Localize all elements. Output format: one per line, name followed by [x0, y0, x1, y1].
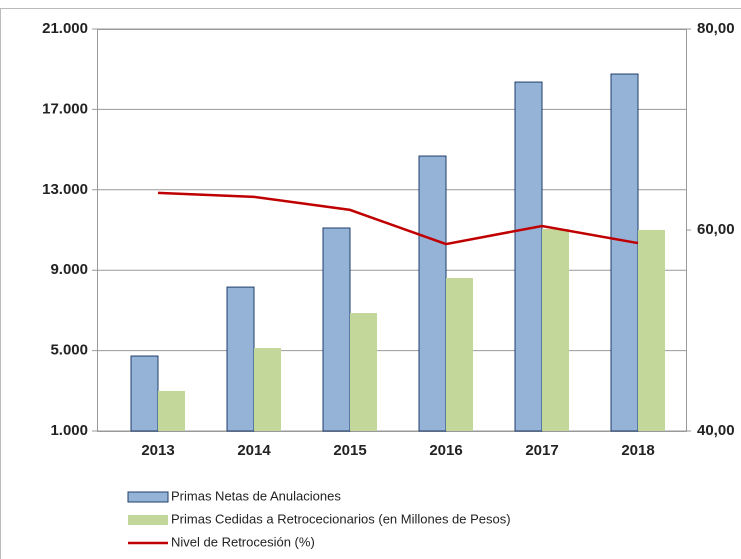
- x-tick-label: 2013: [141, 442, 174, 459]
- legend-swatch: [127, 491, 169, 503]
- legend-swatch: [128, 515, 168, 525]
- bar: [322, 227, 351, 432]
- y-tick-label: 9.000: [50, 261, 88, 278]
- y-tick-label: 5.000: [50, 342, 88, 359]
- y-tick-label: 1.000: [50, 422, 88, 439]
- bar: [514, 81, 543, 432]
- legend-label: Nivel de Retrocesión (%): [171, 534, 315, 549]
- bar: [130, 355, 159, 432]
- y2-tick-label: 40,00: [697, 422, 735, 439]
- y-tick-label: 13.000: [42, 181, 88, 198]
- x-tick-label: 2018: [621, 442, 654, 459]
- line-series: [157, 191, 639, 246]
- x-tick-label: 2014: [237, 442, 271, 459]
- bar: [446, 278, 473, 431]
- plot-frame: [97, 29, 687, 432]
- y-tick-label: 21.000: [42, 20, 88, 37]
- bar: [226, 286, 255, 432]
- bar: [418, 155, 447, 432]
- x-tick-label: 2017: [525, 442, 558, 459]
- x-tick-label: 2016: [429, 442, 462, 459]
- chart-frame: [0, 8, 741, 559]
- legend-label: Primas Netas de Anulaciones: [171, 488, 341, 503]
- y2-tick-label: 60,00: [697, 221, 735, 238]
- y2-tick-label: 80,00: [697, 20, 735, 37]
- bar: [350, 313, 377, 431]
- x-tick-label: 2015: [333, 442, 366, 459]
- legend-label: Primas Cedidas a Retrocecionarios (en Mi…: [171, 511, 511, 526]
- bar: [610, 73, 639, 432]
- bar: [638, 230, 665, 431]
- bar: [254, 347, 281, 431]
- bar: [158, 391, 185, 431]
- bar: [542, 228, 569, 431]
- y-tick-label: 17.000: [42, 100, 88, 117]
